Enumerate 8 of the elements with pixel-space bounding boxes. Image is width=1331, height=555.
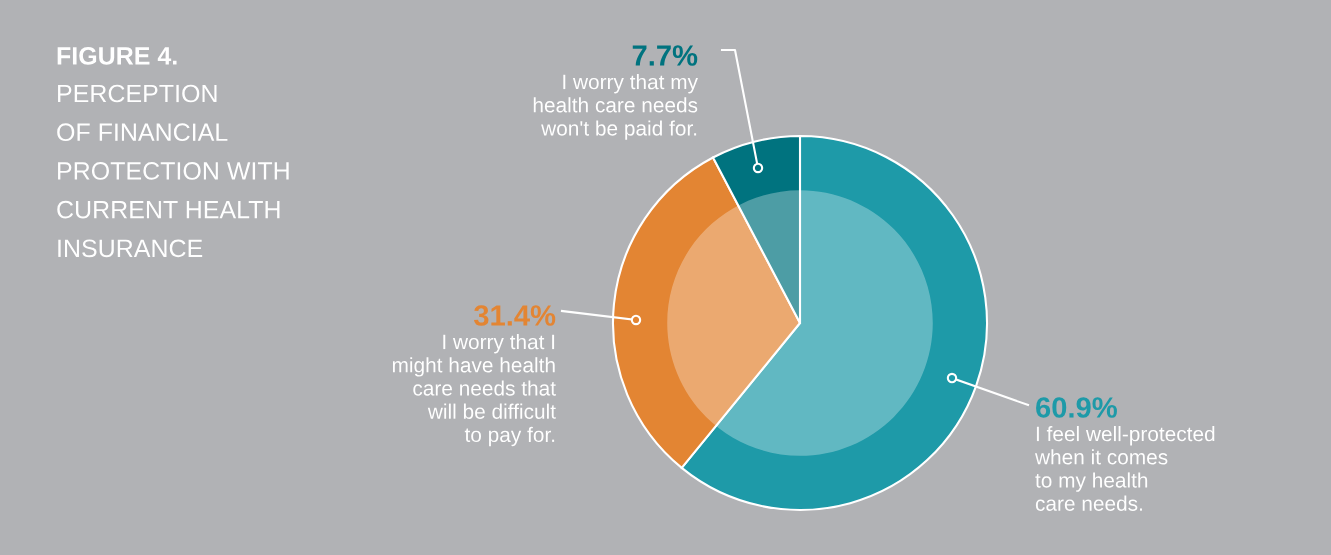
- slice-label: I worry that my health care needs won't be paid for.: [533, 74, 698, 140]
- text: FIGURE 4.: [57, 47, 177, 65]
- data-label: 7.7%: [632, 45, 698, 66]
- slice-label: I feel well-protected when it comes to my health care needs.: [1034, 426, 1215, 511]
- data-label: 60.9%: [1036, 397, 1117, 418]
- data-label: 31.4%: [473, 305, 556, 326]
- text: PERCEPTION OF FINANCIAL PROTECTION WITH CURRENT HEALTH INSURANCE: [57, 84, 289, 258]
- slice-label: I worry that I might have health care needs that will be difficult to pay for.: [392, 334, 556, 447]
